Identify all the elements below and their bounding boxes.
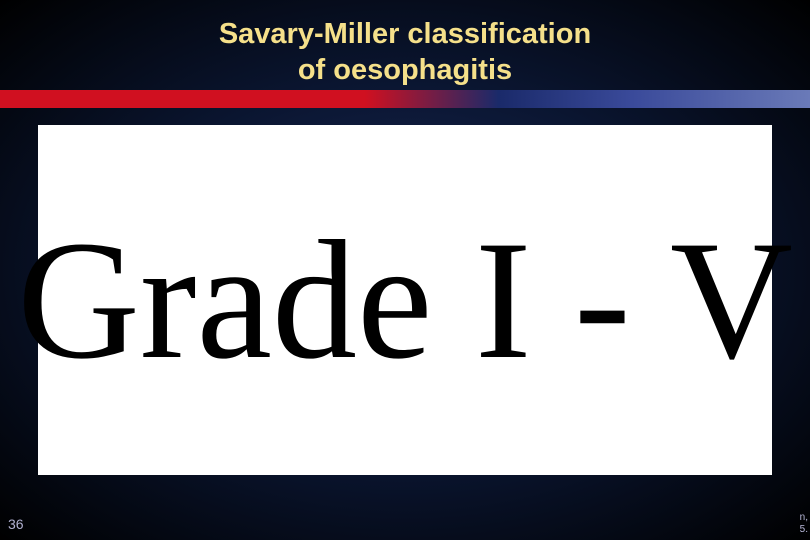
gradient-divider <box>0 90 810 108</box>
citation-line-1: n, <box>800 512 808 523</box>
divider-red-segment <box>0 90 365 108</box>
citation-fragment: n, 5. <box>800 512 808 536</box>
page-number: 36 <box>8 516 24 532</box>
content-panel: Grade I - V <box>38 125 772 475</box>
main-text: Grade I - V <box>17 215 793 385</box>
title-line-1: Savary-Miller classification <box>219 18 591 50</box>
citation-line-2: 5. <box>800 524 808 535</box>
divider-blue-segment <box>365 90 810 108</box>
slide-title: Savary-Miller classification of oesophag… <box>0 0 810 89</box>
title-line-2: of oesophagitis <box>298 54 512 86</box>
